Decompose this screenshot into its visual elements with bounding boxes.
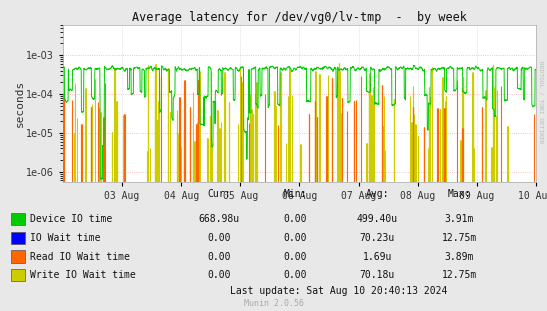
Text: Read IO Wait time: Read IO Wait time [30,252,130,262]
Text: Min:: Min: [284,189,307,199]
Text: 499.40u: 499.40u [357,214,398,224]
Text: Device IO time: Device IO time [30,214,112,224]
Text: Munin 2.0.56: Munin 2.0.56 [243,299,304,308]
Y-axis label: seconds: seconds [14,80,25,127]
Text: 12.75m: 12.75m [442,233,477,243]
Text: Last update: Sat Aug 10 20:40:13 2024: Last update: Sat Aug 10 20:40:13 2024 [230,286,448,296]
Text: 1.69u: 1.69u [363,252,392,262]
Text: 0.00: 0.00 [284,214,307,224]
Text: Avg:: Avg: [366,189,389,199]
Text: 12.75m: 12.75m [442,270,477,280]
Text: Cur:: Cur: [207,189,230,199]
Text: 0.00: 0.00 [207,233,230,243]
Text: 70.23u: 70.23u [360,233,395,243]
Text: 70.18u: 70.18u [360,270,395,280]
Text: 0.00: 0.00 [284,270,307,280]
Text: 668.98u: 668.98u [198,214,240,224]
Text: 3.89m: 3.89m [445,252,474,262]
Text: 0.00: 0.00 [284,233,307,243]
Title: Average latency for /dev/vg0/lv-tmp  -  by week: Average latency for /dev/vg0/lv-tmp - by… [132,11,467,24]
Text: RRDTOOL / TOBI OETIKER: RRDTOOL / TOBI OETIKER [538,61,543,144]
Text: Max:: Max: [448,189,471,199]
Text: 0.00: 0.00 [207,252,230,262]
Text: IO Wait time: IO Wait time [30,233,101,243]
Text: 3.91m: 3.91m [445,214,474,224]
Text: 0.00: 0.00 [207,270,230,280]
Text: 0.00: 0.00 [284,252,307,262]
Text: Write IO Wait time: Write IO Wait time [30,270,136,280]
